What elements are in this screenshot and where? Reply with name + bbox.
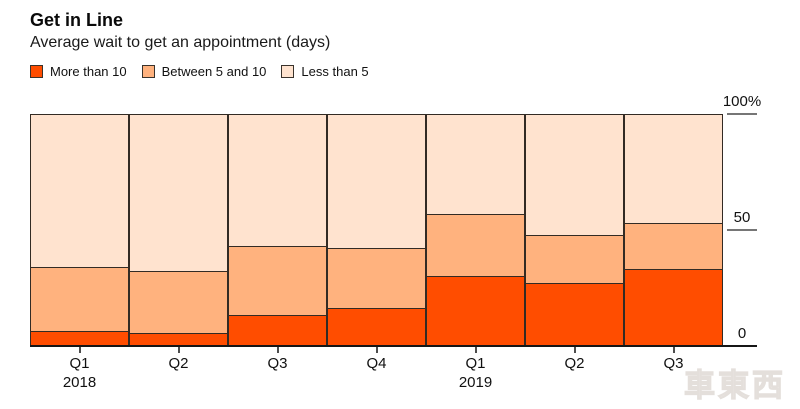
bar-column (30, 114, 129, 346)
x-axis-label: Q2 (168, 355, 189, 372)
bar-column (525, 114, 624, 346)
bar-column (624, 114, 723, 346)
bar-segment (31, 115, 128, 267)
bar-segment (229, 315, 326, 345)
x-tick-mark (672, 347, 675, 353)
bar-segment (625, 223, 722, 270)
bar-column (327, 114, 426, 346)
y-axis-label: 100% (722, 93, 762, 110)
bar-segment (328, 248, 425, 309)
x-axis-label: Q1 (69, 355, 90, 372)
bar-segment (328, 308, 425, 345)
bar-segment (130, 115, 227, 272)
bar-segment (526, 234, 623, 283)
x-tick-mark (276, 347, 279, 353)
legend-swatch-icon (30, 65, 43, 78)
bar-segment (328, 115, 425, 249)
x-axis-label: Q2 (564, 355, 585, 372)
legend-item: More than 10 (30, 64, 127, 79)
bar-segment (526, 115, 623, 235)
bar-segment (427, 213, 524, 276)
bar-segment (427, 275, 524, 345)
legend-swatch-icon (141, 65, 155, 78)
x-axis-line (30, 345, 757, 347)
x-axis-year-label: 2018 (62, 374, 97, 391)
y-axis-label: 0 (737, 325, 747, 342)
x-axis-label: Q4 (366, 355, 387, 372)
legend-swatch-icon (281, 65, 295, 78)
legend: More than 10 Between 5 and 10 Less than 5 (30, 64, 369, 79)
x-tick-mark (474, 347, 477, 353)
y-tick-dash (727, 229, 757, 231)
legend-item: Between 5 and 10 (141, 64, 267, 79)
bar-segment (625, 115, 722, 224)
x-axis-label: Q1 (465, 355, 486, 372)
bars-group (30, 114, 723, 346)
bar-segment (427, 115, 524, 214)
chart-title: Get in Line (30, 10, 124, 30)
x-axis-year-label: 2019 (458, 374, 493, 391)
bar-segment (229, 246, 326, 316)
bar-segment (526, 282, 623, 345)
bar-segment (130, 333, 227, 345)
bar-segment (31, 331, 128, 345)
x-tick-mark (177, 347, 180, 353)
x-tick-mark (78, 347, 81, 353)
legend-label: Between 5 and 10 (161, 64, 267, 79)
watermark: 車東西 (683, 367, 786, 403)
x-axis-label: Q3 (663, 355, 684, 372)
bar-segment (229, 115, 326, 247)
chart-subtitle: Average wait to get an appointment (days… (30, 34, 331, 51)
y-tick-dash (727, 113, 757, 115)
y-axis-label: 50 (733, 209, 751, 226)
legend-label: More than 10 (50, 64, 127, 79)
legend-item: Less than 5 (281, 64, 369, 79)
bar-segment (130, 271, 227, 334)
x-axis-label: Q3 (267, 355, 288, 372)
bar-column (426, 114, 525, 346)
bar-column (228, 114, 327, 346)
bar-column (129, 114, 228, 346)
plot-area (30, 114, 723, 346)
bar-segment (625, 269, 722, 345)
x-tick-mark (375, 347, 378, 353)
bar-segment (31, 266, 128, 332)
legend-label: Less than 5 (301, 64, 369, 79)
x-tick-mark (573, 347, 576, 353)
